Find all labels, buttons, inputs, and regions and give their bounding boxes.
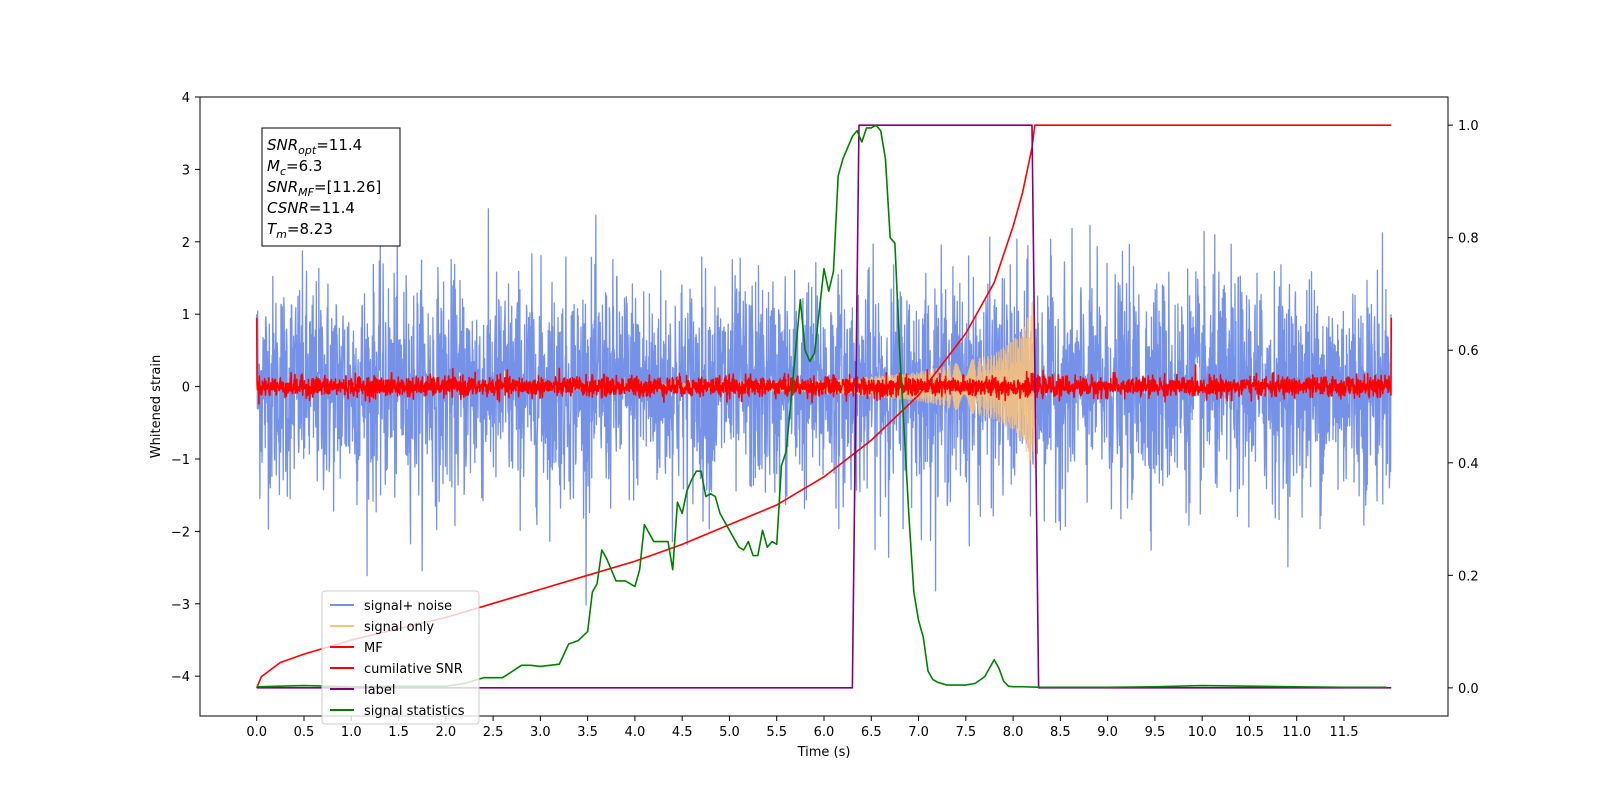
x-tick-label: 6.5	[861, 725, 882, 740]
series-signal-noise	[256, 208, 1392, 606]
y-left-tick-label: −3	[171, 598, 190, 613]
x-tick-label: 5.0	[719, 725, 740, 740]
x-tick-label: 1.5	[388, 725, 409, 740]
x-tick-label: 3.5	[577, 725, 598, 740]
x-tick-label: 11.5	[1330, 725, 1359, 740]
legend-label: signal statistics	[364, 704, 465, 719]
legend-entry: cumilative SNR	[330, 662, 463, 677]
y-right-tick-label: 0.2	[1458, 569, 1479, 584]
y-left-tick-label: 2	[182, 236, 190, 251]
series-signal-statistics	[256, 124, 1387, 689]
y-left-tick-label: 3	[182, 163, 190, 178]
legend-label: signal+ noise	[364, 599, 452, 614]
legend-frame	[321, 590, 480, 725]
x-tick-label: 6.0	[814, 725, 835, 740]
y-left-tick-label: 4	[182, 91, 190, 106]
series-mf	[255, 317, 1393, 405]
x-tick-label: 3.0	[530, 725, 551, 740]
x-tick-label: 10.5	[1235, 725, 1264, 740]
x-tick-label: 0.0	[246, 725, 267, 740]
x-tick-label: 5.5	[766, 725, 787, 740]
legend-entry: signal statistics	[330, 704, 465, 719]
y-left-tick-label: −1	[171, 453, 190, 468]
annotation-line: SNRopt=11.4	[267, 136, 362, 157]
x-tick-label: 2.5	[483, 725, 504, 740]
x-tick-label: 0.5	[294, 725, 315, 740]
y-right-tick-label: 0.0	[1458, 682, 1479, 697]
y-axis-left-ticks: 4 3 2 1 0 −1 −2 −3 −4	[171, 91, 200, 685]
x-axis-title: Time (s)	[797, 745, 851, 760]
legend-label: MF	[364, 641, 383, 656]
legend-label: label	[364, 683, 395, 698]
y-axis-left-title: Whitened strain	[149, 355, 164, 458]
y-right-tick-label: 1.0	[1458, 119, 1479, 134]
annotation-line: SNRMF=[11.26]	[267, 178, 381, 199]
legend-entry: signal+ noise	[330, 599, 452, 614]
x-tick-label: 4.0	[625, 725, 646, 740]
annotation-line: Mc=6.3	[267, 157, 322, 178]
annotation-line: CSNR=11.4	[267, 199, 355, 217]
legend-entry: label	[330, 683, 395, 698]
y-left-tick-label: −4	[171, 670, 190, 685]
x-tick-label: 9.0	[1097, 725, 1118, 740]
x-tick-label: 7.5	[955, 725, 976, 740]
legend-label: signal only	[364, 620, 434, 635]
legend: signal+ noise signal only MF cumilative SNR…	[321, 590, 480, 725]
x-tick-label: 10.0	[1188, 725, 1217, 740]
annotation-line: Tm=8.23	[267, 220, 333, 241]
x-tick-label: 2.0	[435, 725, 456, 740]
annotation-frame	[261, 127, 401, 247]
y-left-tick-label: 0	[182, 381, 190, 396]
x-tick-label: 4.5	[672, 725, 693, 740]
y-axis-right-ticks: 1.0 0.8 0.6 0.4 0.2 0.0	[1448, 119, 1479, 697]
legend-entry: signal only	[330, 620, 434, 635]
y-right-tick-label: 0.6	[1458, 344, 1479, 359]
x-tick-label: 9.5	[1145, 725, 1166, 740]
x-tick-label: 11.0	[1282, 725, 1311, 740]
x-axis-ticks: 0.0 0.5 1.0 1.5 2.0 2.5 3.0 3.5 4.0 4.5 5.0 5.5 6.0 6…	[246, 716, 1358, 740]
legend-entry: MF	[330, 641, 383, 656]
y-right-tick-label: 0.4	[1458, 457, 1479, 472]
x-tick-label: 1.0	[341, 725, 362, 740]
y-left-tick-label: 1	[182, 308, 190, 323]
y-left-tick-label: −2	[171, 525, 190, 540]
x-tick-label: 8.5	[1050, 725, 1071, 740]
x-tick-label: 7.0	[908, 725, 929, 740]
y-right-tick-label: 0.8	[1458, 232, 1479, 247]
legend-label: cumilative SNR	[364, 662, 463, 677]
x-tick-label: 8.0	[1003, 725, 1024, 740]
